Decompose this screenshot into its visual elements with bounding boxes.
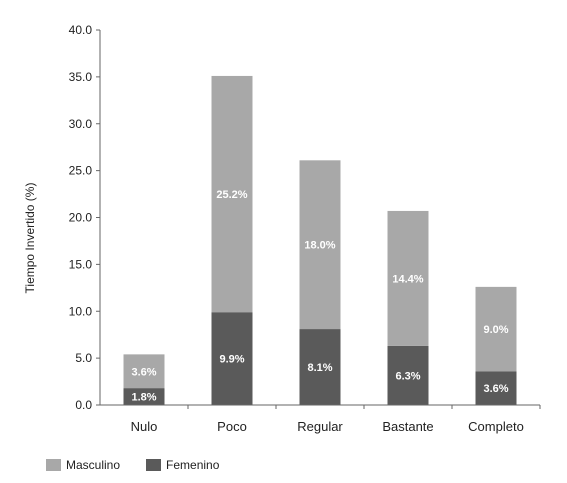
- y-axis-ticks: 0.0 5.0 10.0 15.0 20.0 25.0 30.0 35.0 40.0: [69, 23, 100, 412]
- y-tick-label: 20.0: [69, 211, 93, 225]
- bar-masculino-regular: [299, 160, 341, 330]
- data-label-femenino-completo: 3.6%: [483, 383, 508, 395]
- bar-femenino-nulo: [123, 388, 165, 405]
- x-category-label: Completo: [468, 419, 524, 434]
- data-label-masculino-bastante: 14.4%: [392, 273, 423, 285]
- bar-masculino-nulo: [123, 354, 165, 389]
- data-labels-group: 1.8% 3.6% 9.9% 25.2% 8.1% 18.0% 6.3% 14.4% 3.6% 9…: [131, 189, 508, 404]
- bar-masculino-completo: [475, 286, 517, 372]
- legend-item-masculino: Masculino: [46, 458, 120, 472]
- bar-masculino-poco: [211, 75, 253, 313]
- y-tick-label: 35.0: [69, 70, 93, 84]
- legend: Masculino Femenino: [46, 458, 245, 472]
- y-axis-title: Tiempo Invertido (%): [23, 183, 37, 294]
- x-category-label: Regular: [297, 419, 343, 434]
- bar-femenino-regular: [299, 329, 341, 405]
- y-tick-label: 30.0: [69, 117, 93, 131]
- legend-label-masculino: Masculino: [66, 458, 121, 472]
- legend-label-femenino: Femenino: [166, 458, 220, 472]
- bars-group: [123, 75, 517, 405]
- y-tick-label: 0.0: [75, 398, 92, 412]
- bar-femenino-completo: [475, 371, 517, 405]
- legend-item-femenino: Femenino: [146, 458, 219, 472]
- x-axis-labels: Nulo Poco Regular Bastante Completo: [131, 405, 541, 434]
- y-tick-label: 10.0: [69, 304, 93, 318]
- data-label-masculino-nulo: 3.6%: [131, 366, 156, 378]
- data-label-femenino-poco: 9.9%: [219, 354, 244, 366]
- bar-femenino-poco: [211, 312, 253, 405]
- data-label-masculino-poco: 25.2%: [216, 189, 247, 201]
- legend-swatch-masculino: [46, 459, 61, 471]
- y-tick-label: 40.0: [69, 23, 93, 37]
- bar-masculino-bastante: [387, 210, 429, 346]
- bar-femenino-bastante: [387, 345, 429, 405]
- data-label-masculino-regular: 18.0%: [304, 240, 335, 252]
- x-category-label: Bastante: [382, 419, 433, 434]
- x-category-label: Nulo: [131, 419, 158, 434]
- data-label-femenino-regular: 8.1%: [307, 362, 332, 374]
- x-category-label: Poco: [217, 419, 247, 434]
- y-tick-label: 5.0: [75, 351, 92, 365]
- data-label-femenino-nulo: 1.8%: [131, 392, 156, 404]
- legend-swatch-femenino: [146, 459, 162, 471]
- data-label-masculino-completo: 9.0%: [483, 324, 508, 336]
- y-tick-label: 25.0: [69, 164, 93, 178]
- data-label-femenino-bastante: 6.3%: [395, 370, 420, 382]
- y-tick-label: 15.0: [69, 257, 93, 271]
